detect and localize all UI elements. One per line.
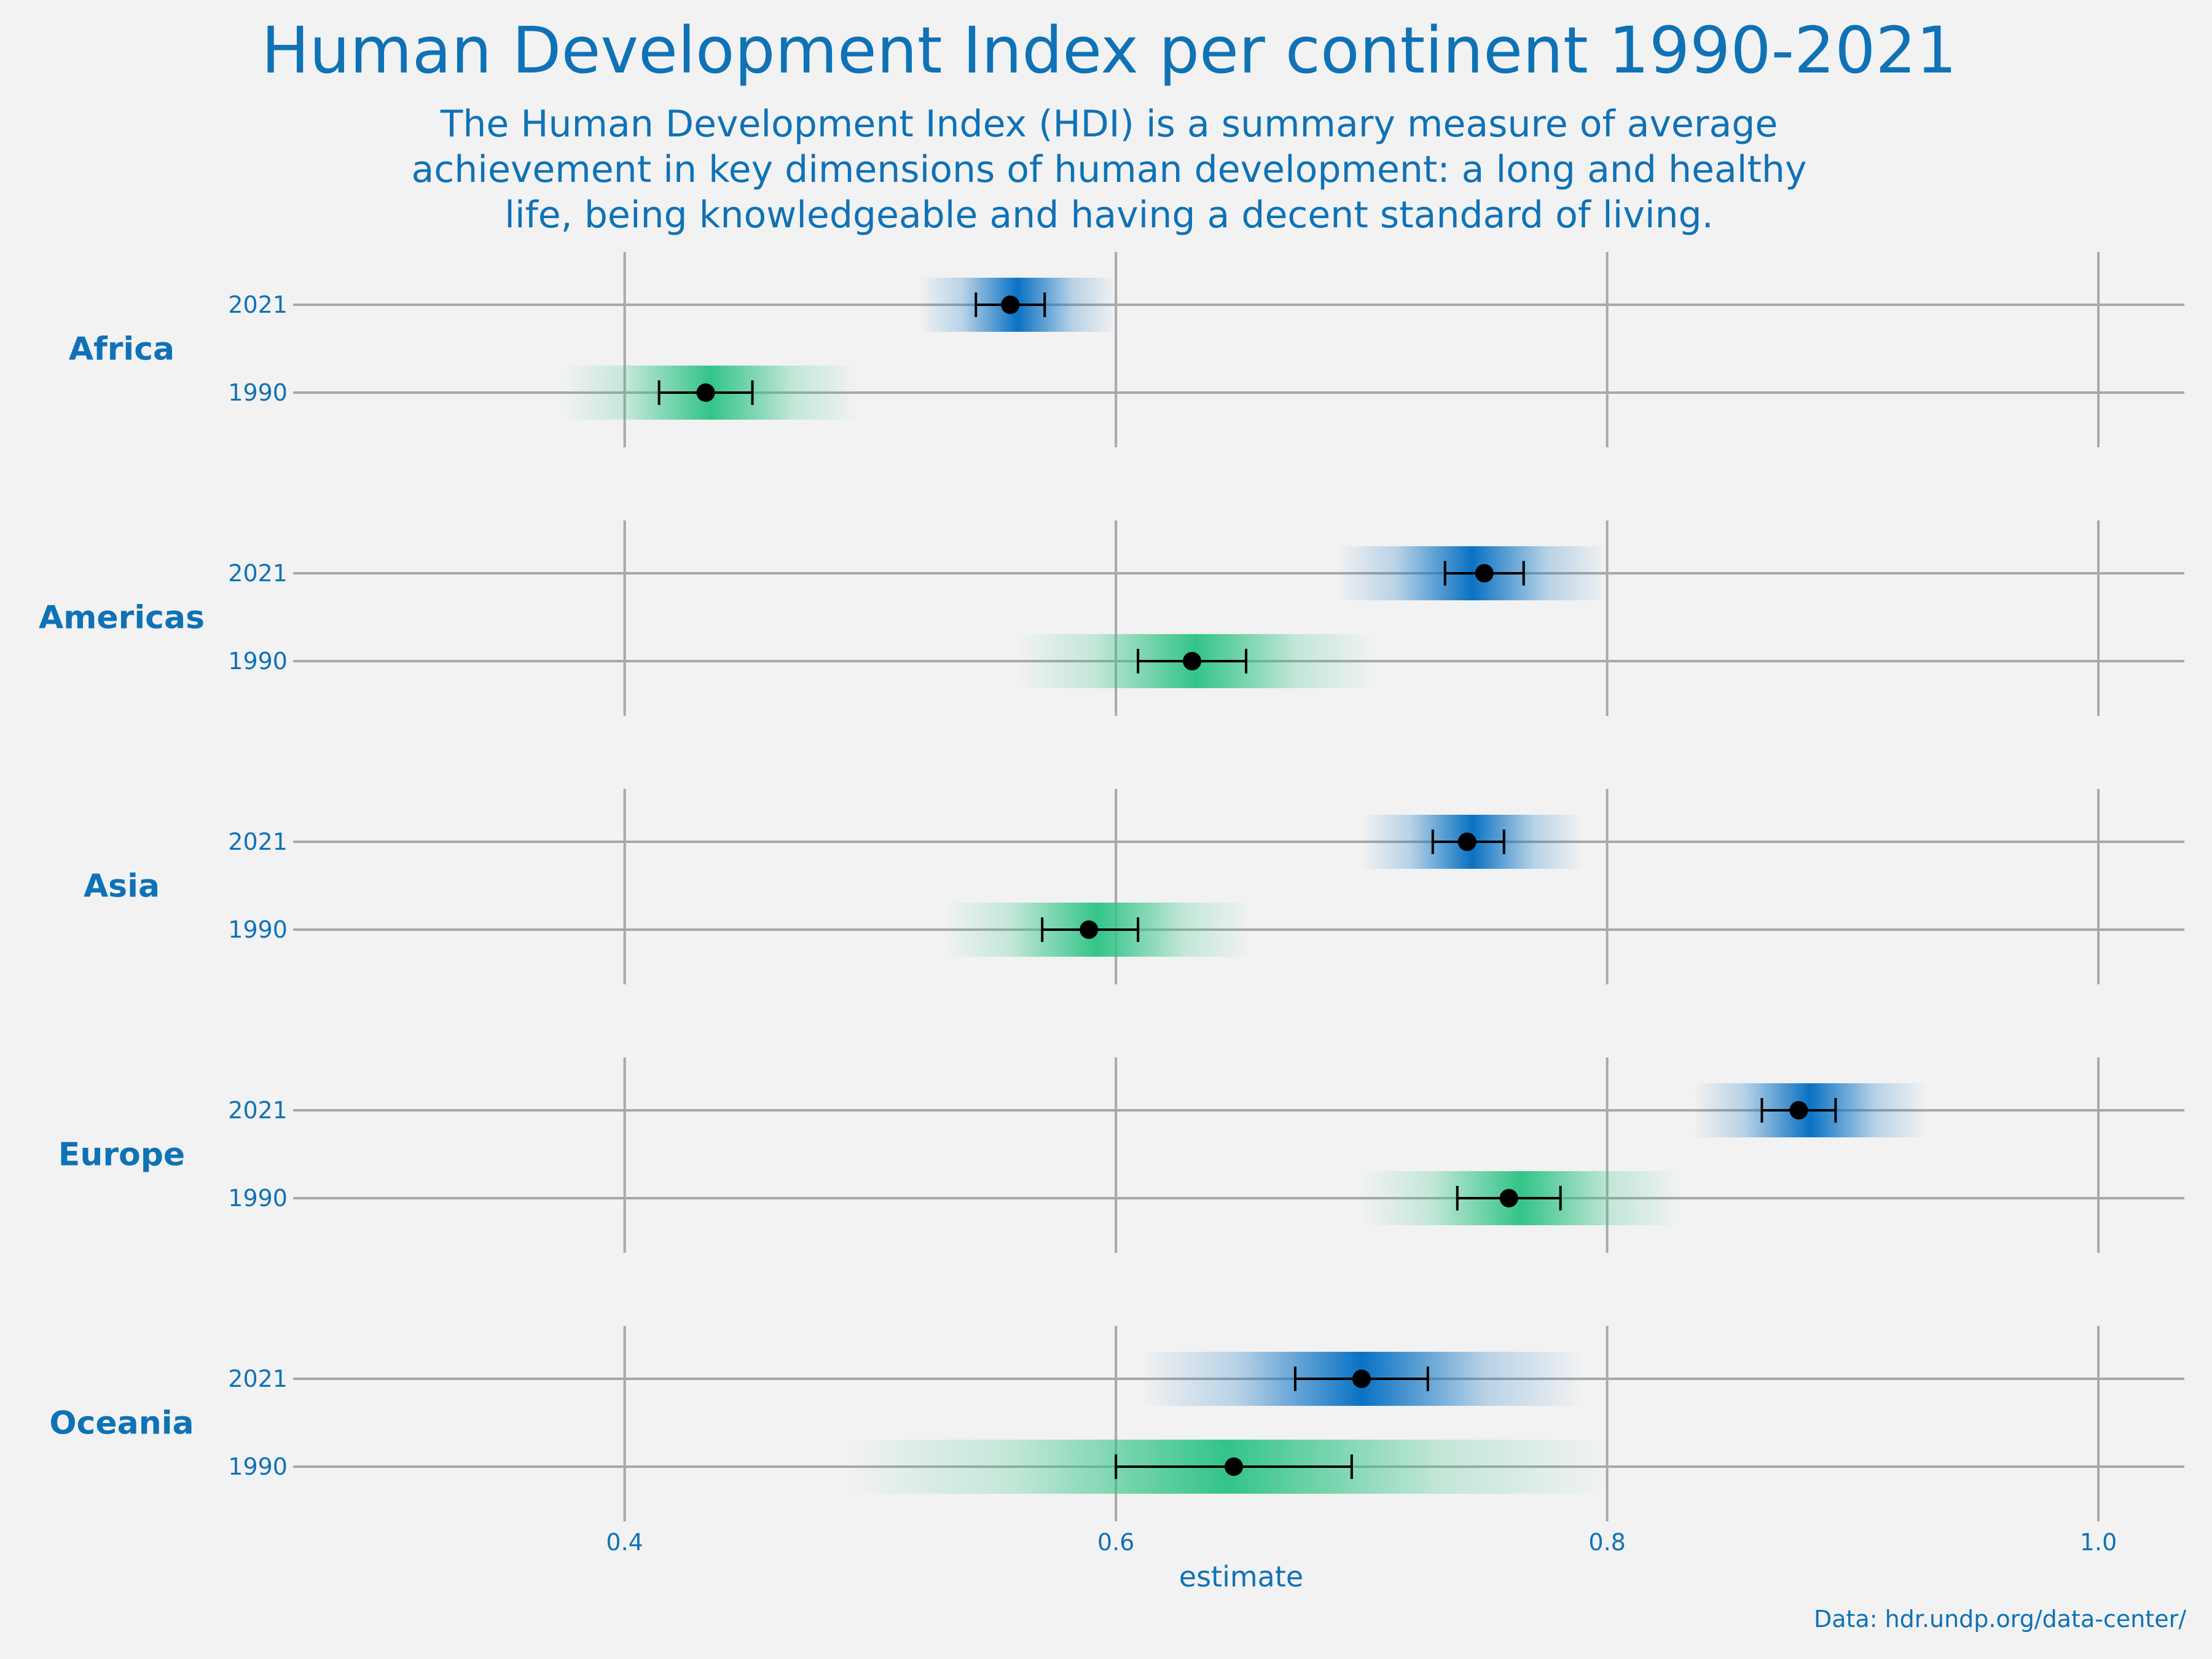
estimate-point: [1183, 652, 1202, 670]
estimate-point: [1352, 1370, 1371, 1388]
year-label: 1990: [228, 1453, 288, 1480]
x-axis-label: estimate: [1179, 1560, 1303, 1593]
panel-asia: Asia 2021 1990: [84, 789, 2184, 984]
x-tick-label: 1.0: [2080, 1529, 2117, 1556]
panel-americas: Americas 2021 1990: [39, 520, 2184, 716]
x-tick-label: 0.8: [1588, 1529, 1625, 1556]
plot-panels: Africa 2021 1990 Americas 2021 1990 Asia 2021 19…: [39, 252, 2184, 1521]
year-label: 1990: [228, 379, 288, 406]
panel-africa: Africa 2021 1990: [69, 252, 2184, 447]
chart-subtitle: The Human Development Index (HDI) is a s…: [412, 103, 1807, 237]
estimate-point: [1001, 296, 1020, 314]
estimate-point: [1457, 833, 1477, 851]
continent-label: Europe: [58, 1137, 185, 1174]
estimate-point: [1080, 920, 1099, 939]
continent-label: Americas: [39, 600, 205, 637]
estimate-point: [1225, 1457, 1244, 1476]
year-label: 2021: [228, 1097, 288, 1124]
continent-label: Asia: [84, 868, 160, 905]
x-tick-label: 0.4: [606, 1529, 643, 1556]
subtitle-line: achievement in key dimensions of human d…: [412, 148, 1807, 191]
year-label: 2021: [228, 1365, 288, 1392]
year-label: 1990: [228, 916, 288, 943]
year-label: 1990: [228, 648, 288, 675]
panel-oceania: Oceania 2021 1990: [49, 1326, 2184, 1521]
year-label: 2021: [228, 291, 288, 318]
subtitle-line: The Human Development Index (HDI) is a s…: [440, 103, 1778, 146]
continent-label: Africa: [69, 331, 175, 368]
estimate-point: [1475, 564, 1494, 582]
continent-label: Oceania: [49, 1405, 194, 1442]
subtitle-line: life, being knowledgeable and having a d…: [504, 194, 1713, 237]
x-tick-label: 0.6: [1097, 1529, 1134, 1556]
year-label: 2021: [228, 828, 288, 855]
estimate-point: [1499, 1189, 1518, 1207]
x-axis: 0.4 0.6 0.8 1.0: [606, 1529, 2117, 1556]
estimate-point: [1789, 1101, 1808, 1120]
year-label: 2021: [228, 560, 288, 587]
year-label: 1990: [228, 1185, 288, 1212]
chart-title: Human Development Index per continent 19…: [261, 13, 1956, 88]
data-source-caption: Data: hdr.undp.org/data-center/: [1814, 1606, 2186, 1633]
panel-europe: Europe 2021 1990: [58, 1057, 2184, 1253]
estimate-point: [696, 383, 715, 402]
